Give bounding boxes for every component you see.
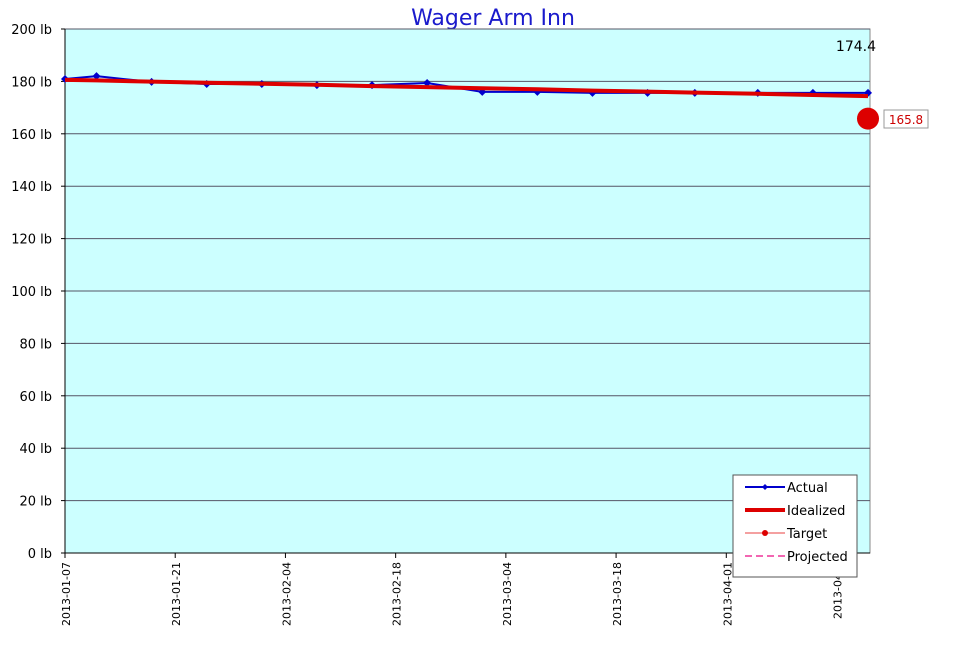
legend-label: Actual: [787, 481, 828, 496]
legend-marker: [762, 484, 768, 490]
y-tick-label: 60 lb: [19, 390, 52, 405]
point-marker: [92, 72, 101, 81]
series-line: [64, 77, 869, 99]
y-tick-label: 80 lb: [19, 337, 52, 352]
x-tick-label: 2013-03-04: [501, 562, 514, 626]
x-tick-label: 2013-03-18: [611, 562, 624, 626]
target-marker: [857, 107, 879, 130]
y-tick-label: 20 lb: [19, 495, 52, 510]
y-tick-label: 40 lb: [19, 442, 52, 457]
y-tick-label: 180 lb: [11, 75, 52, 90]
y-tick-label: 200 lb: [11, 23, 52, 38]
data-label-box: [883, 109, 929, 129]
y-tick-label: 0 lb: [28, 547, 52, 562]
x-tick-label: 2013-02-18: [391, 562, 404, 626]
x-tick-label: 2013-02-04: [280, 562, 293, 626]
y-tick-label: 140 lb: [11, 180, 52, 195]
chart-title: Wager Arm Inn: [411, 6, 575, 31]
legend-box: [732, 474, 858, 578]
y-tick-label: 100 lb: [11, 285, 52, 300]
point-marker: [423, 78, 432, 87]
data-label: 165.8: [889, 113, 923, 127]
legend-label: Target: [786, 527, 827, 542]
legend-label: Projected: [787, 550, 848, 565]
y-tick-label: 120 lb: [11, 233, 52, 248]
legend-label: Idealized: [787, 504, 845, 519]
x-tick-label: 2013-01-21: [170, 562, 183, 626]
y-tick-label: 160 lb: [11, 128, 52, 143]
legend-marker: [762, 530, 768, 536]
x-tick-label: 2013-04-01: [721, 562, 734, 626]
data-label: 174.4: [836, 39, 876, 55]
x-tick-label: 2013-01-07: [60, 562, 73, 626]
